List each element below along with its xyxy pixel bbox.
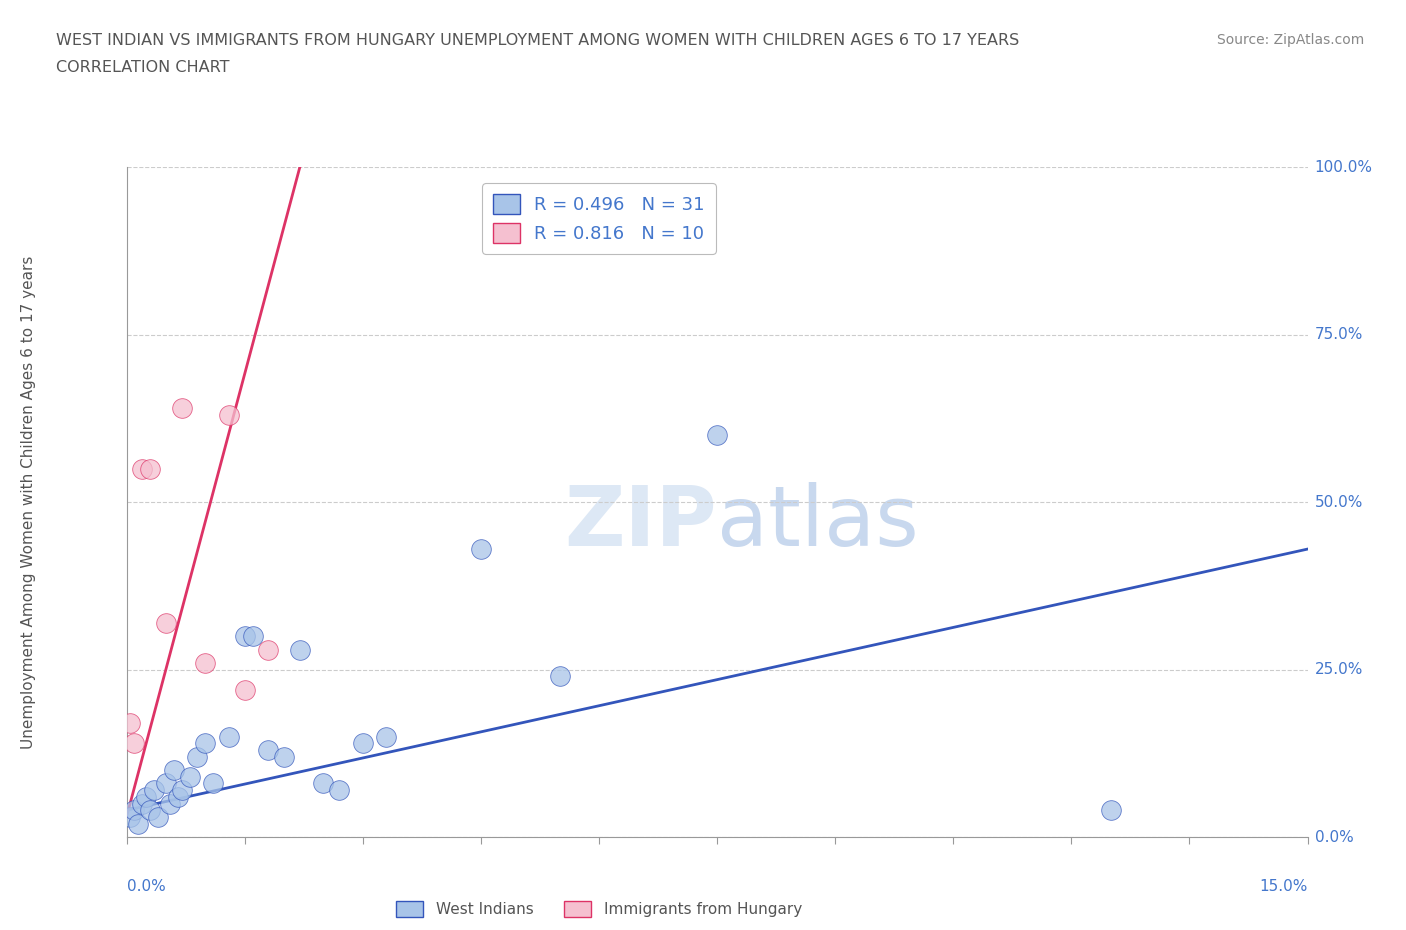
Point xyxy=(127,817,149,831)
Point xyxy=(218,407,240,422)
Point xyxy=(139,461,162,476)
Point xyxy=(143,783,166,798)
Point xyxy=(163,763,186,777)
Text: Unemployment Among Women with Children Ages 6 to 17 years: Unemployment Among Women with Children A… xyxy=(21,256,35,749)
Point xyxy=(242,629,264,644)
Point xyxy=(233,629,256,644)
Point xyxy=(194,656,217,671)
Point xyxy=(124,736,146,751)
Text: Source: ZipAtlas.com: Source: ZipAtlas.com xyxy=(1216,33,1364,46)
Point xyxy=(233,683,256,698)
Text: 0.0%: 0.0% xyxy=(127,879,166,894)
Text: 50.0%: 50.0% xyxy=(1315,495,1362,510)
Point xyxy=(194,736,217,751)
Text: 100.0%: 100.0% xyxy=(1315,160,1372,175)
Point xyxy=(375,729,398,744)
Point xyxy=(202,776,225,790)
Legend: West Indians, Immigrants from Hungary: West Indians, Immigrants from Hungary xyxy=(389,895,808,923)
Point xyxy=(352,736,374,751)
Point xyxy=(135,790,157,804)
Point xyxy=(170,783,193,798)
Point xyxy=(131,461,153,476)
Point xyxy=(124,803,146,817)
Point xyxy=(166,790,188,804)
Text: 25.0%: 25.0% xyxy=(1315,662,1362,677)
Text: 75.0%: 75.0% xyxy=(1315,327,1362,342)
Point xyxy=(218,729,240,744)
Point xyxy=(159,796,181,811)
Point xyxy=(155,616,177,631)
Text: 0.0%: 0.0% xyxy=(1315,830,1354,844)
Point xyxy=(288,642,311,657)
Point xyxy=(470,541,492,556)
Text: ZIP: ZIP xyxy=(565,482,717,563)
Point xyxy=(146,809,169,824)
Text: CORRELATION CHART: CORRELATION CHART xyxy=(56,60,229,75)
Point xyxy=(312,776,335,790)
Point xyxy=(548,669,571,684)
Point xyxy=(120,716,142,731)
Point xyxy=(186,750,208,764)
Point xyxy=(155,776,177,790)
Point xyxy=(131,796,153,811)
Text: 15.0%: 15.0% xyxy=(1260,879,1308,894)
Point xyxy=(706,428,728,443)
Point xyxy=(1099,803,1122,817)
Point xyxy=(170,401,193,416)
Point xyxy=(257,742,280,757)
Text: atlas: atlas xyxy=(717,482,918,563)
Point xyxy=(273,750,295,764)
Point xyxy=(179,769,201,784)
Point xyxy=(257,642,280,657)
Point xyxy=(139,803,162,817)
Point xyxy=(328,783,350,798)
Point xyxy=(120,809,142,824)
Text: WEST INDIAN VS IMMIGRANTS FROM HUNGARY UNEMPLOYMENT AMONG WOMEN WITH CHILDREN AG: WEST INDIAN VS IMMIGRANTS FROM HUNGARY U… xyxy=(56,33,1019,47)
